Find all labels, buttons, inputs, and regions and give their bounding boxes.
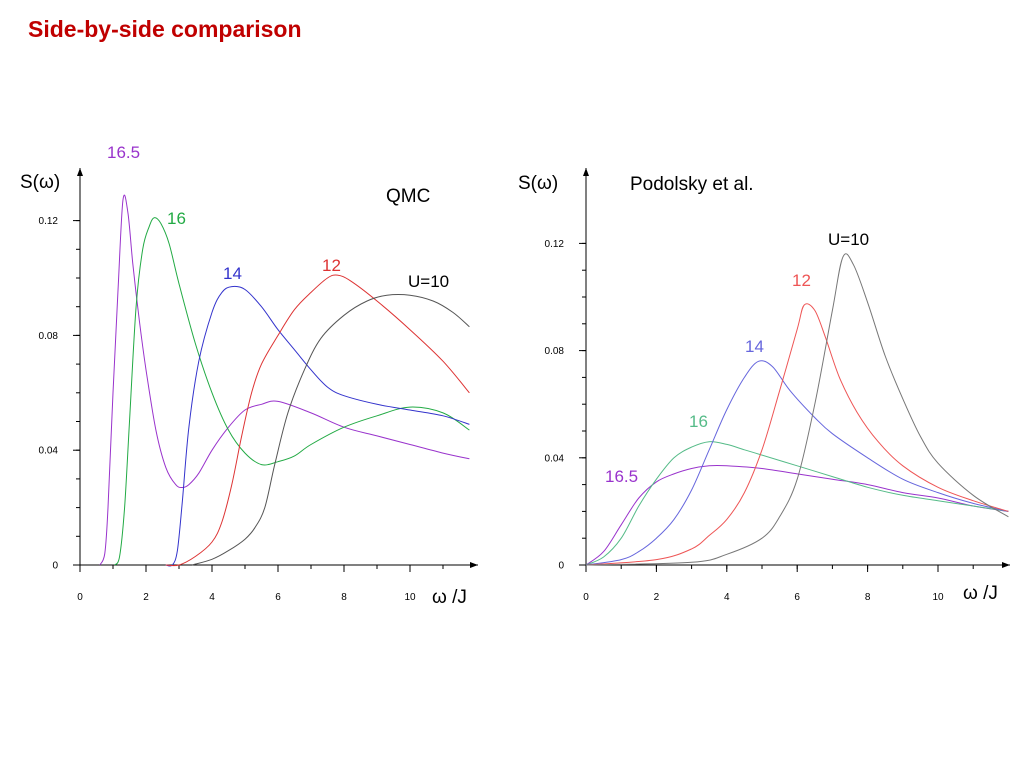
qmc-series-line-14: [165, 285, 470, 567]
qmc-axes: 0 2 4 6 8 10 0 0.04 0.08 0.12: [39, 168, 478, 603]
podolsky-chart: 0 2 4 6 8 10 0 0.04 0.08 0.12 16.5 16 14 12 U=10 S(ω)…: [518, 168, 1010, 604]
qmc-x-tick-label: 6: [275, 592, 281, 603]
qmc-x-tick-label: 0: [77, 592, 83, 603]
qmc-x-tick-label: 4: [209, 592, 215, 603]
podolsky-y-tick-label: 0.08: [545, 346, 565, 357]
podolsky-series-group: [585, 253, 1009, 566]
podolsky-series-label-16: 16: [689, 412, 708, 431]
podolsky-x-tick-label: 6: [794, 592, 800, 603]
qmc-series-label-12: 12: [322, 256, 341, 275]
podolsky-y-tick-label: 0.04: [545, 453, 565, 464]
podolsky-chart-title: Podolsky et al.: [630, 174, 754, 195]
qmc-series-label-16-5: 16.5: [107, 143, 140, 162]
podolsky-series-line-u-10: [585, 253, 1009, 566]
podolsky-x-tick-label: 2: [654, 592, 660, 603]
podolsky-series-line-14: [585, 360, 1009, 566]
podolsky-y-axis-arrow: [583, 168, 589, 176]
qmc-series-label-16: 16: [167, 209, 186, 228]
podolsky-series-line-16-5: [585, 465, 1009, 566]
qmc-chart: 0 2 4 6 8 10 0 0.04 0.08 0.12 16.5 16 14 12 U=10 S(ω)…: [20, 143, 478, 608]
qmc-x-axis-label: ω /J: [432, 587, 467, 608]
qmc-chart-title: QMC: [386, 186, 430, 207]
podolsky-x-tick-label: 10: [932, 592, 944, 603]
podolsky-series-label-12: 12: [792, 271, 811, 290]
qmc-y-tick-label: 0: [52, 561, 58, 572]
qmc-x-tick-label: 10: [404, 592, 416, 603]
podolsky-x-tick-label: 4: [724, 592, 730, 603]
qmc-y-axis-label: S(ω): [20, 172, 60, 193]
podolsky-series-line-16: [585, 441, 1009, 566]
podolsky-x-tick-label: 8: [865, 592, 871, 603]
podolsky-y-tick-label: 0.12: [545, 239, 565, 250]
qmc-series-label-14: 14: [223, 264, 242, 283]
qmc-series-labels: 16.5 16 14 12 U=10: [107, 143, 449, 291]
qmc-series-line-u-10: [192, 294, 470, 566]
podolsky-axes: 0 2 4 6 8 10 0 0.04 0.08 0.12: [545, 168, 1010, 603]
qmc-series-line-16: [114, 217, 470, 566]
qmc-series-line-12: [165, 274, 470, 567]
slide-title: Side-by-side comparison: [28, 16, 302, 42]
podolsky-series-label-14: 14: [745, 337, 764, 356]
podolsky-series-label-u-10: U=10: [828, 230, 869, 249]
podolsky-x-axis-label: ω /J: [963, 583, 998, 604]
qmc-series-label-u-10: U=10: [408, 272, 449, 291]
podolsky-x-tick-label: 0: [583, 592, 589, 603]
qmc-x-tick-label: 2: [143, 592, 149, 603]
podolsky-series-line-12: [585, 303, 1009, 566]
podolsky-y-axis-label: S(ω): [518, 173, 558, 194]
podolsky-x-axis-arrow: [1002, 562, 1010, 568]
podolsky-series-label-16-5: 16.5: [605, 467, 638, 486]
qmc-x-tick-label: 8: [341, 592, 347, 603]
qmc-y-axis-arrow: [77, 168, 83, 176]
qmc-y-tick-label: 0.12: [39, 216, 59, 227]
podolsky-y-tick-label: 0: [558, 561, 564, 572]
qmc-series-group: [99, 194, 470, 567]
qmc-y-tick-label: 0.04: [39, 446, 59, 457]
qmc-x-axis-arrow: [470, 562, 478, 568]
qmc-y-tick-label: 0.08: [39, 331, 59, 342]
qmc-series-line-16-5: [99, 194, 470, 566]
podolsky-series-labels: 16.5 16 14 12 U=10: [605, 230, 869, 486]
